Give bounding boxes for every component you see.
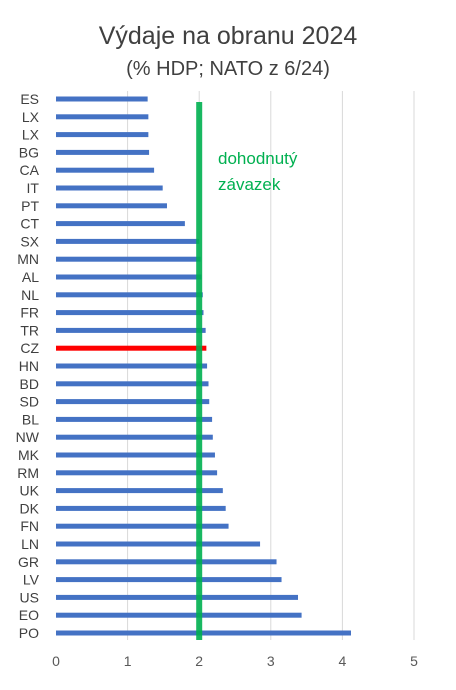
bar — [56, 452, 215, 458]
bar — [56, 274, 202, 280]
bar — [56, 594, 299, 600]
bar-highlight — [56, 345, 207, 351]
bar — [56, 505, 226, 511]
category-label: UK — [20, 483, 40, 499]
x-tick-label: 4 — [339, 653, 347, 669]
category-label: FN — [20, 518, 39, 534]
category-label: CT — [20, 216, 39, 232]
bar — [56, 577, 282, 583]
category-label: SD — [20, 394, 39, 410]
category-label: GR — [18, 554, 39, 570]
bar — [56, 96, 148, 102]
category-label: BG — [19, 144, 39, 160]
category-label: LN — [21, 536, 39, 552]
category-label: NL — [21, 287, 39, 303]
bar — [56, 292, 203, 298]
bar — [56, 363, 208, 369]
reference-line — [196, 102, 203, 640]
bar — [56, 541, 261, 547]
x-tick-label: 0 — [52, 653, 60, 669]
reference-label: závazek — [218, 175, 281, 194]
category-label: SX — [20, 233, 39, 249]
category-label: HN — [19, 358, 39, 374]
category-label: MN — [17, 251, 39, 267]
category-label: BD — [20, 376, 39, 392]
category-label: NW — [16, 429, 40, 445]
bar — [56, 630, 351, 636]
x-tick-label: 2 — [195, 653, 203, 669]
category-label: RM — [17, 465, 39, 481]
category-label: DK — [20, 500, 40, 516]
category-label: LV — [23, 572, 40, 588]
category-label: CA — [20, 162, 40, 178]
category-label: ES — [20, 91, 39, 107]
bar — [56, 327, 206, 333]
category-label: CZ — [20, 340, 39, 356]
bar — [56, 612, 302, 618]
category-label: LX — [22, 109, 40, 125]
bar — [56, 114, 149, 120]
category-label: AL — [22, 269, 39, 285]
category-label: PT — [21, 198, 39, 214]
bar — [56, 149, 150, 155]
bar — [56, 256, 201, 262]
x-tick-label: 5 — [410, 653, 418, 669]
bar — [56, 470, 218, 476]
category-label: PO — [19, 625, 39, 641]
bar — [56, 381, 209, 387]
bar — [56, 488, 223, 494]
category-label: EO — [19, 607, 39, 623]
x-tick-label: 3 — [267, 653, 275, 669]
category-label: BL — [22, 411, 39, 427]
bar — [56, 132, 149, 138]
bar — [56, 416, 213, 422]
bar — [56, 399, 210, 405]
chart-title: Výdaje na obranu 2024 — [98, 22, 358, 50]
x-tick-label: 1 — [124, 653, 132, 669]
bar — [56, 523, 229, 529]
category-label: TR — [20, 322, 39, 338]
reference-label: dohodnutý — [218, 149, 298, 168]
category-label: MK — [18, 447, 40, 463]
bar — [56, 238, 200, 244]
category-label: FR — [20, 305, 39, 321]
bar — [56, 203, 167, 209]
category-label: IT — [27, 180, 40, 196]
category-label: US — [20, 589, 39, 605]
bar — [56, 559, 277, 565]
bar — [56, 221, 185, 227]
bar — [56, 167, 155, 173]
bar — [56, 434, 213, 440]
bar — [56, 310, 204, 316]
bar — [56, 185, 163, 191]
chart-subtitle: (% HDP; NATO z 6/24) — [126, 58, 330, 80]
category-label: LX — [22, 127, 40, 143]
